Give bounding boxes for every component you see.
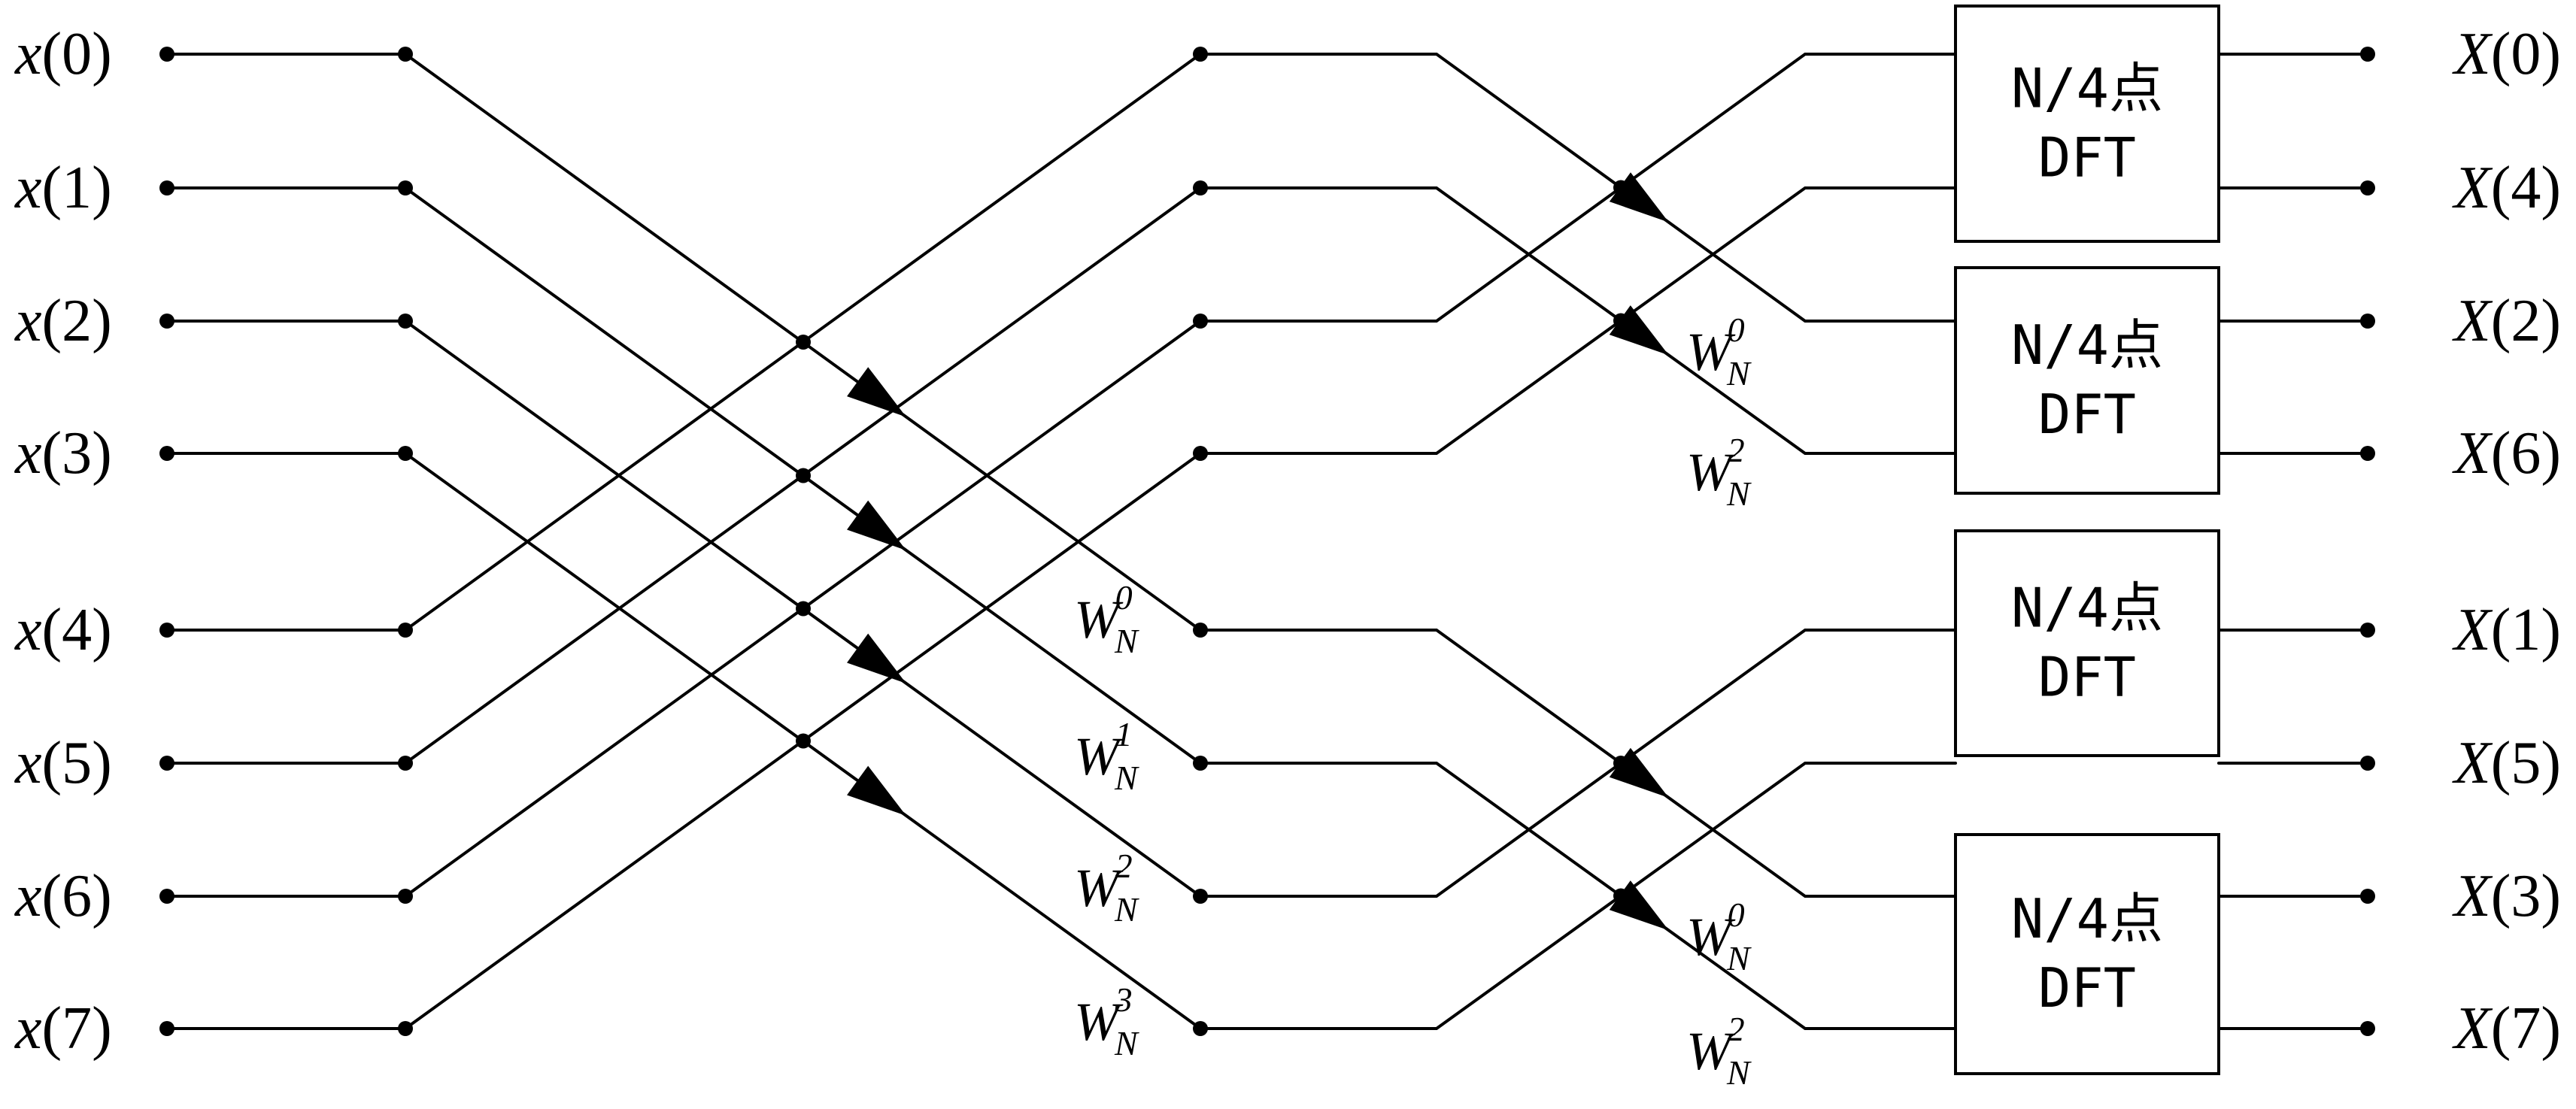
stage2-crossing-node [1613,313,1628,329]
output-node [2360,623,2375,638]
stage2-node [1193,1021,1208,1036]
stage2-arrow-2 [1609,747,1669,798]
output-node [2360,47,2375,62]
dft-block-subtitle: DFT [2038,646,2136,709]
output-node [2360,180,2375,195]
input-node [159,180,174,195]
stage2-node [1193,623,1208,638]
stage2-node [1193,47,1208,62]
input-node [159,314,174,329]
dft-block-title: N/4点 [2011,314,2163,377]
stage1-node [398,889,413,904]
output-label-2: X(2) [2452,288,2561,354]
twiddle-stage2-1: WN2 [1686,431,1752,513]
twiddle-stage2-3: WN2 [1686,1010,1752,1092]
stage2-node [1193,314,1208,329]
dft-block-0 [1954,5,2220,243]
stage1-arrow-3 [847,765,906,816]
output-label-5: X(5) [2452,730,2561,796]
stage2-arrow-1 [1609,305,1669,356]
input-label-3: x(3) [14,420,112,486]
twiddle-stage2-0: WN0 [1686,311,1752,392]
stage2-node [1193,889,1208,904]
dft-block-3 [1954,833,2220,1075]
output-node [2360,1021,2375,1036]
stage1-arrow-0 [847,367,906,417]
stage1-node [398,180,413,195]
input-label-5: x(5) [14,730,112,796]
input-label-2: x(2) [14,288,112,354]
input-node [159,47,174,62]
output-node [2360,756,2375,771]
stage2-arrow-0 [1609,172,1669,223]
stage1-node [398,1021,413,1036]
stage1-node [398,47,413,62]
dft-block-title: N/4点 [2011,577,2163,640]
input-node [159,1021,174,1036]
dft-block-title: N/4点 [2011,57,2163,120]
output-label-0: X(0) [2452,21,2561,87]
stage2-arrow-3 [1609,880,1669,931]
stage2-crossing-node [1613,180,1628,195]
twiddle-stage1-3: WN3 [1074,980,1139,1062]
twiddle-stage1-2: WN2 [1074,847,1139,929]
input-label-0: x(0) [14,21,112,87]
dft-block-subtitle: DFT [2038,126,2136,189]
input-node [159,446,174,461]
dft-block-title: N/4点 [2011,887,2163,950]
input-node [159,756,174,771]
stage1-node [398,623,413,638]
dft-block-subtitle: DFT [2038,956,2136,1020]
input-label-4: x(4) [14,597,112,663]
stage1-node [398,446,413,461]
stage1-crossing-node [796,733,811,749]
stage2-node [1193,446,1208,461]
output-label-3: X(6) [2452,420,2561,486]
stage1-arrow-1 [847,500,906,550]
dft-block-2 [1954,529,2220,757]
output-label-4: X(1) [2452,597,2561,663]
stage2-node [1193,180,1208,195]
input-node [159,889,174,904]
labels: x(0) x(1) x(2) x(3) x(4) x(5) x(6) x(7) X(0) X(4)… [14,21,2561,1092]
output-node [2360,314,2375,329]
twiddle-stage1-1: WN1 [1074,715,1139,797]
output-label-1: X(4) [2452,155,2561,221]
input-label-1: x(1) [14,155,112,221]
stage2-node [1193,756,1208,771]
dft-block-1 [1954,266,2220,495]
dft-block-subtitle: DFT [2038,383,2136,446]
stage2-crossing-node [1613,756,1628,771]
stage1-node [398,314,413,329]
twiddle-stage2-2: WN0 [1686,895,1752,977]
stage2-crossing-node [1613,888,1628,904]
output-label-6: X(3) [2452,863,2561,929]
output-label-7: X(7) [2452,995,2561,1062]
output-node [2360,446,2375,461]
input-label-6: x(6) [14,863,112,929]
stage1-node [398,756,413,771]
stage1-crossing-node [796,335,811,350]
signal-nodes [159,47,2375,1036]
stage1-arrow-2 [847,633,906,683]
input-node [159,623,174,638]
stage1-crossing-node [796,601,811,617]
output-node [2360,889,2375,904]
stage1-crossing-node [796,468,811,483]
input-label-7: x(7) [14,995,112,1062]
twiddle-stage1-0: WN0 [1074,578,1139,660]
